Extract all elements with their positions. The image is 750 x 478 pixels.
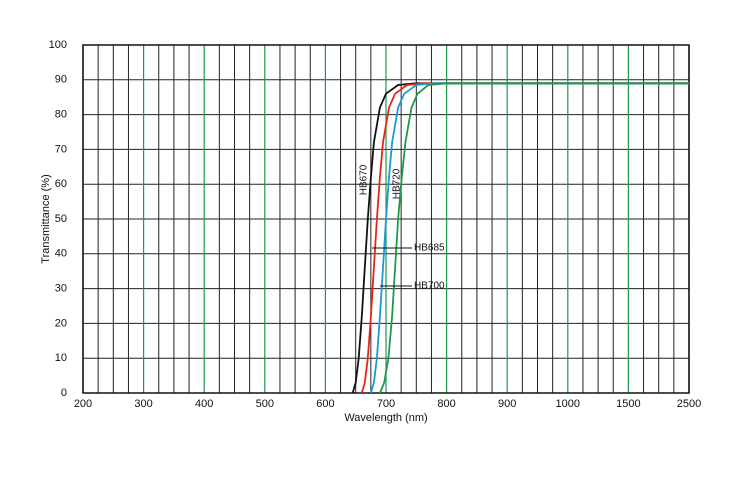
series-annotation: HB700 — [414, 281, 445, 292]
x-tick-label: 900 — [498, 398, 516, 410]
y-tick-label: 20 — [55, 317, 67, 329]
y-tick-label: 30 — [55, 283, 67, 295]
y-tick-label: 60 — [55, 178, 67, 190]
x-tick-label: 300 — [134, 398, 152, 410]
plot-frame — [82, 44, 690, 394]
x-tick-label: 1500 — [616, 398, 640, 410]
y-tick-label: 10 — [55, 352, 67, 364]
x-tick-label: 1000 — [556, 398, 580, 410]
y-tick-label: 0 — [61, 387, 67, 399]
y-tick-label: 80 — [55, 109, 67, 121]
y-tick-label: 90 — [55, 74, 67, 86]
x-tick-label: 600 — [316, 398, 334, 410]
x-tick-label: 800 — [437, 398, 455, 410]
series-annotation: HB670 — [359, 164, 370, 195]
series-line — [351, 82, 689, 394]
y-axis-label: Transmittance (%) — [40, 174, 52, 263]
x-axis-label: Wavelength (nm) — [344, 412, 427, 424]
x-tick-label: 2500 — [677, 398, 701, 410]
y-tick-label: 40 — [55, 248, 67, 260]
series-line — [379, 82, 689, 394]
series-line — [360, 82, 689, 394]
x-tick-label: 500 — [256, 398, 274, 410]
x-tick-label: 700 — [377, 398, 395, 410]
series-annotation: HB685 — [414, 243, 445, 254]
series-line — [370, 82, 689, 394]
y-tick-label: 100 — [49, 39, 67, 51]
y-tick-label: 70 — [55, 143, 67, 155]
y-tick-label: 50 — [55, 213, 67, 225]
x-tick-label: 200 — [74, 398, 92, 410]
series-annotation: HB720 — [392, 168, 403, 199]
x-tick-label: 400 — [195, 398, 213, 410]
